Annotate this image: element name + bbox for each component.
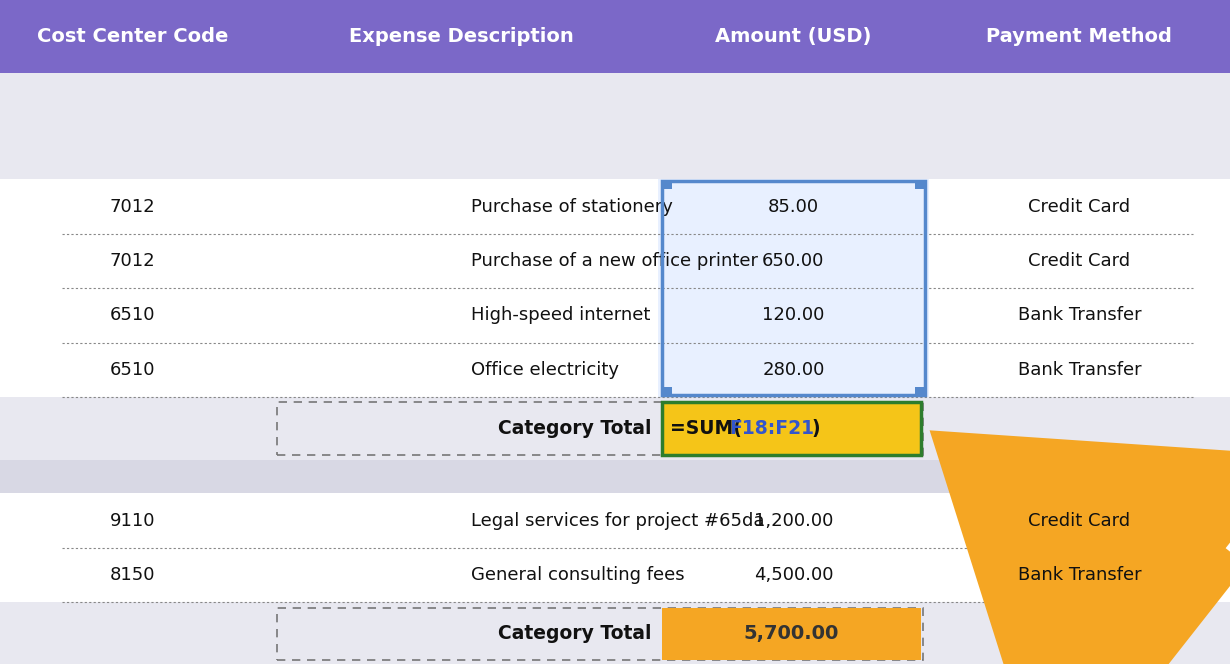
Text: Payment Method: Payment Method <box>986 27 1172 46</box>
Bar <box>662 181 672 189</box>
Text: ): ) <box>812 419 820 438</box>
Text: 280.00: 280.00 <box>763 361 824 379</box>
Text: General consulting fees: General consulting fees <box>471 566 685 584</box>
Text: Purchase of stationery: Purchase of stationery <box>471 197 673 216</box>
Bar <box>658 234 929 288</box>
Text: Cost Center Code: Cost Center Code <box>37 27 228 46</box>
Text: 8150: 8150 <box>109 566 155 584</box>
Text: 650.00: 650.00 <box>763 252 824 270</box>
Bar <box>662 608 921 660</box>
Text: High-speed internet: High-speed internet <box>471 306 651 325</box>
Bar <box>662 402 921 455</box>
Bar <box>0 460 1230 493</box>
Bar <box>0 0 1230 73</box>
Text: Category Total: Category Total <box>498 624 652 643</box>
Bar <box>277 402 922 455</box>
Text: Amount (USD): Amount (USD) <box>715 27 872 46</box>
Text: Office electricity: Office electricity <box>471 361 619 379</box>
Bar <box>0 179 1230 234</box>
Text: 6510: 6510 <box>109 361 155 379</box>
Bar <box>277 608 922 660</box>
Bar <box>0 602 1230 664</box>
Bar <box>658 179 929 234</box>
Bar <box>0 343 1230 397</box>
Text: Credit Card: Credit Card <box>1028 252 1130 270</box>
Text: Bank Transfer: Bank Transfer <box>1017 566 1141 584</box>
Bar <box>0 548 1230 602</box>
Bar <box>662 181 925 395</box>
Text: Category Total: Category Total <box>498 419 652 438</box>
Bar <box>658 288 929 343</box>
Text: 4,500.00: 4,500.00 <box>754 566 833 584</box>
Bar <box>915 181 925 189</box>
Text: 9110: 9110 <box>109 511 155 530</box>
Text: Bank Transfer: Bank Transfer <box>1017 306 1141 325</box>
Bar <box>658 343 929 397</box>
Text: F18:F21: F18:F21 <box>729 419 814 438</box>
Text: Purchase of a new office printer: Purchase of a new office printer <box>471 252 758 270</box>
Text: 1,200.00: 1,200.00 <box>754 511 833 530</box>
Text: 7012: 7012 <box>109 197 155 216</box>
Bar <box>0 397 1230 460</box>
Text: 5,700.00: 5,700.00 <box>744 624 839 643</box>
Bar <box>658 179 929 397</box>
Text: Credit Card: Credit Card <box>1028 511 1130 530</box>
Bar <box>662 387 672 395</box>
Bar <box>0 493 1230 548</box>
Text: =SUM(: =SUM( <box>670 419 742 438</box>
Bar <box>0 73 1230 179</box>
Text: 6510: 6510 <box>109 306 155 325</box>
Text: Credit Card: Credit Card <box>1028 197 1130 216</box>
Bar <box>0 234 1230 288</box>
Text: 120.00: 120.00 <box>763 306 824 325</box>
Bar <box>0 288 1230 343</box>
Bar <box>915 387 925 395</box>
Text: Bank Transfer: Bank Transfer <box>1017 361 1141 379</box>
Text: 7012: 7012 <box>109 252 155 270</box>
Text: Expense Description: Expense Description <box>349 27 573 46</box>
Text: Legal services for project #65da: Legal services for project #65da <box>471 511 765 530</box>
Text: 85.00: 85.00 <box>768 197 819 216</box>
